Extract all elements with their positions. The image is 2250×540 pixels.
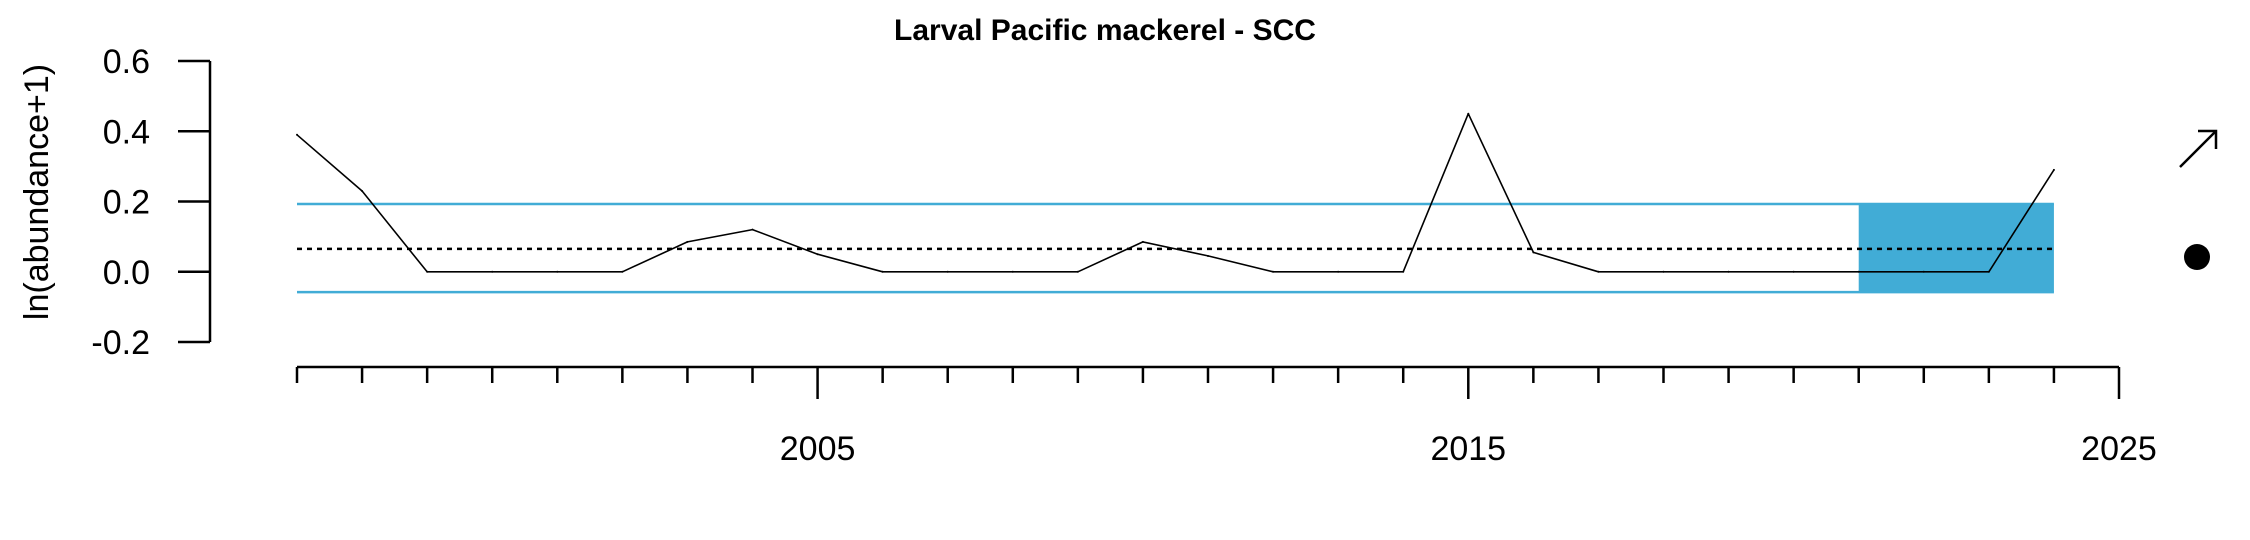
data-point <box>751 228 754 231</box>
data-point <box>1011 270 1014 273</box>
data-point <box>361 189 364 192</box>
trend-arrow-icon <box>2179 129 2218 168</box>
x-tick-label: 2015 <box>1430 430 1506 468</box>
data-point <box>686 240 689 243</box>
reference-lines <box>297 202 2054 294</box>
series-line <box>296 112 2055 273</box>
y-tick-label: 0.2 <box>103 184 150 222</box>
data-point <box>1141 240 1144 243</box>
y-tick-label: 0.4 <box>103 113 150 151</box>
data-point <box>2052 168 2055 171</box>
data-point <box>1467 112 1470 115</box>
x-tick-label: 2005 <box>780 430 856 468</box>
data-point <box>1076 270 1079 273</box>
data-point <box>1207 254 1209 257</box>
data-point <box>621 270 624 273</box>
data-point <box>1857 270 1860 273</box>
data-point <box>946 270 949 273</box>
y-tick-label: 0.0 <box>103 254 150 292</box>
arrow-head <box>2198 129 2218 149</box>
chart-title: Larval Pacific mackerel - SCC <box>894 14 1316 47</box>
data-point <box>1922 270 1925 273</box>
y-axis-title: ln(abundance+1) <box>18 64 56 320</box>
data-point <box>491 270 494 273</box>
arrow-shaft <box>2179 130 2217 168</box>
x-tick-label: 2025 <box>2081 430 2157 468</box>
data-point <box>1532 251 1535 254</box>
mean-status-dot-icon <box>2184 244 2210 270</box>
data-point <box>1662 270 1665 273</box>
data-point <box>1597 270 1600 273</box>
data-point <box>1792 270 1795 273</box>
data-point <box>556 270 559 273</box>
data-point <box>426 270 429 273</box>
data-point <box>1727 270 1730 273</box>
x-axis: 2005 2015 2025 <box>295 365 2157 468</box>
data-point <box>1272 270 1275 273</box>
y-tick-label: -0.2 <box>91 324 150 362</box>
data-point <box>881 270 884 273</box>
series-layer <box>296 112 2055 273</box>
data-point <box>296 133 298 136</box>
data-point <box>1987 270 1990 273</box>
data-point <box>816 253 819 256</box>
indicators <box>2179 129 2218 270</box>
data-point <box>1402 270 1405 273</box>
data-point <box>1337 270 1340 273</box>
y-tick-label: 0.6 <box>103 43 150 81</box>
y-axis: -0.2 0.0 0.2 0.4 0.6 <box>91 43 212 362</box>
